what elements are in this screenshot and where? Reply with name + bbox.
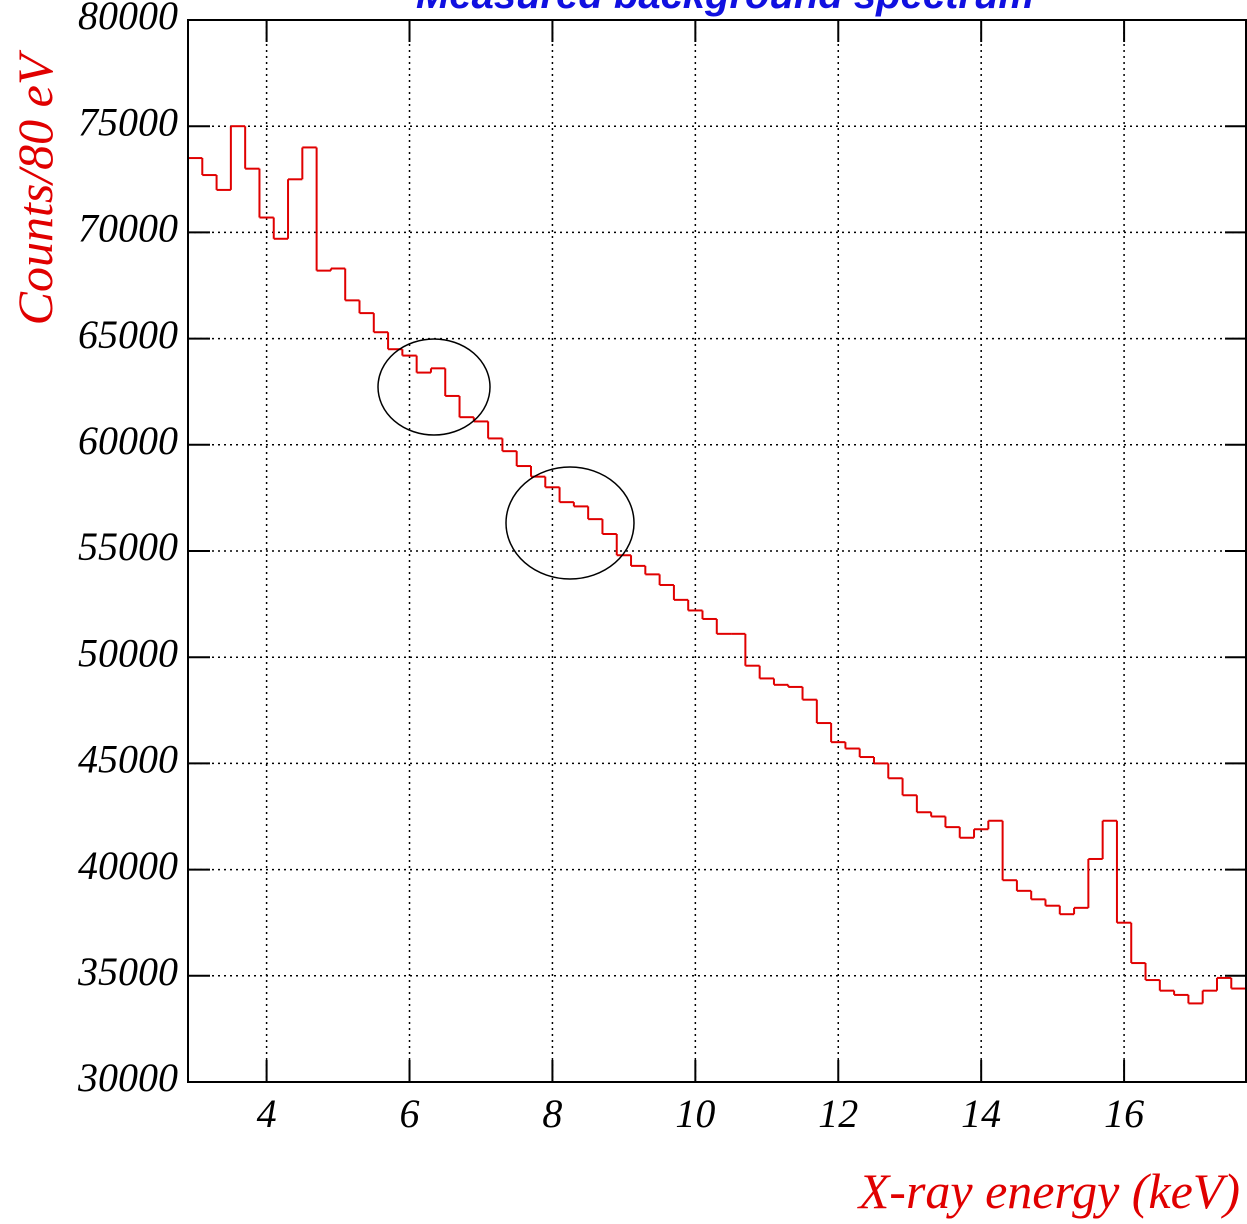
- y-tick-label: 60000: [78, 418, 178, 463]
- x-tick-label: 6: [400, 1091, 420, 1136]
- x-tick-label: 14: [961, 1091, 1001, 1136]
- y-tick-label: 45000: [78, 737, 178, 782]
- y-tick-label: 35000: [77, 949, 178, 994]
- y-tick-label: 75000: [78, 99, 178, 144]
- y-axis-title: Counts/80 eV: [7, 49, 63, 325]
- grid: [188, 19, 1247, 1083]
- chart-title: Measured background spectrum: [416, 0, 1034, 17]
- x-axis-title: X-ray energy (keV): [857, 1163, 1240, 1219]
- x-tick-label: 8: [542, 1091, 562, 1136]
- y-tick-label: 30000: [77, 1055, 178, 1100]
- y-tick-label: 55000: [78, 524, 178, 569]
- ticks: 4 6 8 10 12 14 16 30000 35000 40000 45000 50000 5500…: [77, 0, 1247, 1136]
- y-tick-label: 80000: [78, 0, 178, 38]
- histogram: [187, 125, 1246, 1082]
- y-tick-label: 50000: [78, 630, 178, 675]
- histogram-riser: [187, 126, 1233, 1082]
- y-tick-label: 65000: [78, 312, 178, 357]
- highlight-circle: [505, 466, 635, 580]
- highlight-circle: [377, 338, 491, 436]
- x-tick-label: 12: [818, 1091, 858, 1136]
- x-tick-label: 4: [257, 1091, 277, 1136]
- y-tick-label: 70000: [78, 206, 178, 251]
- x-tick-label: 10: [675, 1091, 715, 1136]
- x-tick-label: 16: [1104, 1091, 1144, 1136]
- y-tick-label: 40000: [78, 843, 178, 888]
